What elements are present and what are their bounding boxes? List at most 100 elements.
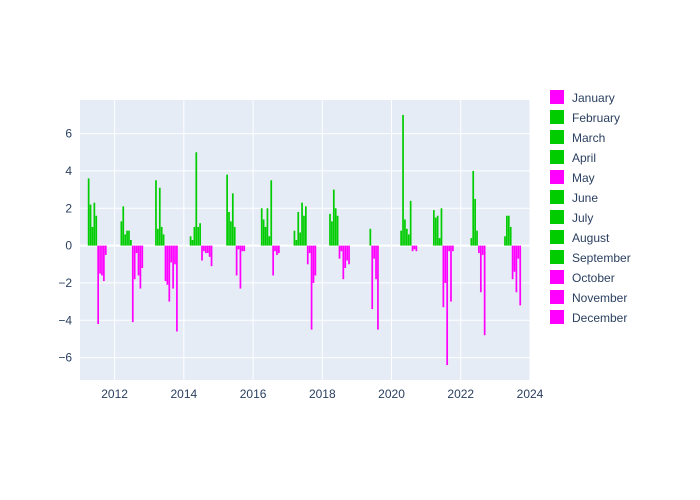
legend-item[interactable]: January [550,90,615,105]
bar-positive [263,219,265,245]
bar-positive [94,203,96,246]
legend-label: November [572,291,627,305]
legend-item[interactable]: February [550,110,620,125]
bar-positive [295,240,297,246]
y-tick-label: 0 [65,239,72,253]
bar-positive [194,227,196,246]
bar-positive [410,201,412,246]
legend-item[interactable]: April [550,150,596,165]
bar-positive [95,216,97,246]
bar-negative [412,246,414,252]
bar-negative [452,246,454,252]
legend-item[interactable]: August [550,230,610,245]
bar-positive [195,152,197,245]
bar-negative [241,246,243,252]
y-tick-label: 2 [65,201,72,215]
bar-negative [243,246,245,252]
bar-negative [448,246,450,252]
bar-positive [230,221,232,245]
bar-negative [278,246,280,253]
bar-positive [92,227,94,246]
chart-container: −6−4−202462012201420162018202020222024Ja… [0,0,700,500]
bar-negative [443,246,445,308]
bar-negative [342,246,344,280]
bar-positive [199,223,201,245]
legend-item[interactable]: May [550,170,595,185]
bar-positive [329,214,331,246]
legend-item[interactable]: September [550,250,631,265]
x-tick-label: 2024 [517,387,544,401]
bar-negative [238,246,240,250]
bar-negative [346,246,348,261]
bar-negative [478,246,480,253]
bar-positive [155,180,157,245]
bar-positive [192,240,194,246]
bar-positive [402,115,404,246]
bar-positive [126,231,128,246]
bar-negative [344,246,346,268]
bar-positive [268,236,270,245]
bar-negative [101,246,103,276]
legend-label: February [572,111,620,125]
bar-negative [482,246,484,255]
legend-swatch [550,250,564,264]
bar-positive [294,231,296,246]
bar-negative [348,246,350,265]
bar-positive [433,210,435,245]
legend-label: July [572,211,593,225]
bar-positive [226,175,228,246]
bar-negative [450,246,452,302]
bar-negative [272,246,274,276]
bar-negative [207,246,209,253]
bar-positive [335,208,337,245]
bar-negative [236,246,238,276]
bar-positive [297,212,299,246]
legend-item[interactable]: October [550,270,615,285]
bar-negative [140,246,142,289]
bar-positive [190,236,192,245]
bar-positive [124,234,126,245]
bar-negative [373,246,375,259]
x-tick-label: 2022 [447,387,474,401]
bar-positive [265,227,267,246]
legend-label: March [572,131,605,145]
bar-positive [470,238,472,245]
legend-item[interactable]: November [550,290,627,305]
bar-negative [311,246,313,330]
bar-negative [414,246,416,250]
bar-negative [371,246,373,309]
bar-negative [341,246,343,252]
bar-negative [517,246,519,259]
bar-positive [439,238,441,245]
x-tick-label: 2020 [378,387,405,401]
bar-negative [484,246,486,336]
bar-negative [211,246,213,267]
bar-positive [130,240,132,246]
bar-negative [377,246,379,330]
legend-item[interactable]: July [550,210,593,225]
bar-positive [504,236,506,245]
legend-swatch [550,170,564,184]
bar-positive [369,229,371,246]
bar-positive [157,229,159,246]
bar-negative [201,246,203,261]
bar-positive [121,221,123,245]
bar-negative [416,246,418,252]
bar-positive [299,233,301,246]
legend-label: January [572,91,615,105]
bar-positive [301,203,303,246]
bar-negative [134,246,136,280]
legend-item[interactable]: June [550,190,598,205]
bar-positive [337,216,339,246]
legend-swatch [550,110,564,124]
bar-negative [444,246,446,283]
bar-negative [519,246,521,306]
y-tick-label: −2 [58,276,72,290]
bar-negative [309,246,311,253]
legend-item[interactable]: March [550,130,605,145]
bar-negative [167,246,169,285]
bar-negative [480,246,482,293]
legend-label: August [572,231,610,245]
bar-negative [170,246,172,263]
legend-item[interactable]: December [550,310,627,325]
